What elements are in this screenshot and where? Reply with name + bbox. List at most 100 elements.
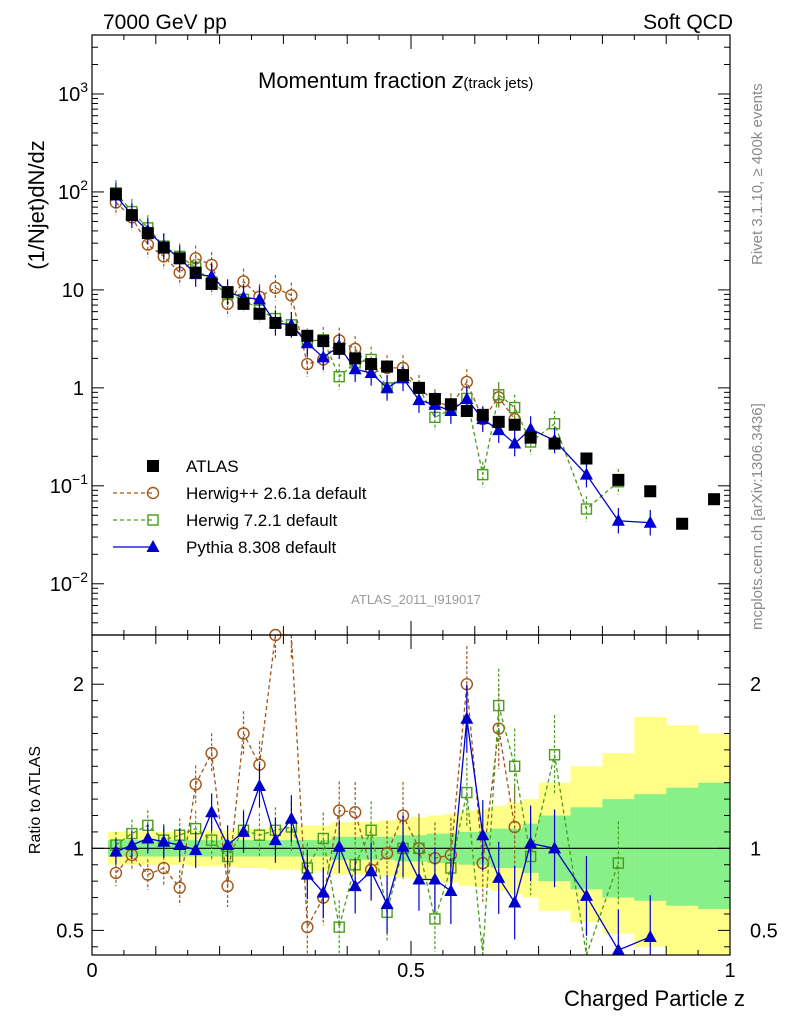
herwig-7-2-1-default-ratio-point — [493, 699, 505, 712]
atlas-point — [317, 335, 330, 348]
herwig-7-2-1-default-point — [580, 503, 593, 515]
pythia-8-308-default-ratio-point — [268, 833, 282, 846]
atlas-point — [141, 227, 154, 240]
main-plot-marks — [109, 180, 721, 536]
y-axis-label-main: (1/Njet)dN/dz — [24, 140, 49, 270]
atlas-point — [508, 418, 521, 431]
pythia-8-308-default-point — [524, 422, 538, 435]
pythia-8-308-default-point — [364, 365, 378, 378]
pythia-8-308-default-ratio-point — [492, 870, 506, 883]
atlas-point — [253, 307, 266, 320]
pythia-8-308-default-ratio-point — [125, 838, 139, 851]
pythia-8-308-default-ratio-point — [205, 805, 219, 818]
atlas-point — [189, 266, 202, 279]
y-tick-label: 103 — [58, 79, 88, 106]
pythia-8-308-default-ratio-point — [611, 943, 625, 956]
pythia-8-308-default-point — [492, 423, 506, 436]
pythia-8-308-default-ratio-point — [189, 842, 203, 855]
header-right: Soft QCD — [643, 11, 733, 34]
herwig-2-6-1a-default-ratio-point — [221, 879, 234, 893]
atlas-point — [492, 415, 505, 428]
pythia-8-308-default-point — [508, 436, 522, 449]
pythia-8-308-default-point — [412, 393, 426, 406]
herwig-7-2-1-default-ratio-point — [365, 824, 377, 836]
pythia-8-308-default-point — [579, 467, 593, 480]
legend-marker-herwig-2-6-1a-default — [146, 486, 160, 500]
mcplots-label: mcplots.cern.ch [arXiv:1306.3436] — [749, 403, 766, 630]
atlas-point — [412, 381, 425, 394]
pythia-8-308-default-ratio-point — [316, 885, 330, 898]
herwig-2-6-1a-default-point — [269, 281, 282, 295]
legend-label-pythia-8-308-default: Pythia 8.308 default — [186, 538, 337, 557]
herwig-2-6-1a-default-ratio-point — [189, 778, 202, 791]
atlas-point — [612, 473, 625, 486]
atlas-point — [237, 297, 250, 310]
atlas-point — [125, 209, 138, 222]
pythia-8-308-default-point — [300, 336, 314, 349]
atlas-point — [548, 437, 561, 450]
herwig-2-6-1a-default-ratio-point — [508, 820, 521, 834]
atlas-point — [460, 405, 473, 418]
y-tick-label: 10 — [62, 280, 84, 302]
pythia-8-308-default-ratio-point — [364, 864, 378, 877]
herwig-2-6-1a-default-line — [115, 202, 516, 421]
herwig-2-6-1a-default-point — [285, 289, 298, 302]
herwig-7-2-1-default-ratio-point — [461, 786, 473, 799]
herwig-7-2-1-default-ratio-point — [508, 760, 521, 772]
plot-title: Momentum fraction z(track jets) — [258, 68, 533, 93]
herwig-2-6-1a-default-ratio-point — [173, 881, 186, 894]
atlas-point — [157, 241, 170, 254]
pythia-8-308-default-point — [316, 350, 330, 363]
legend-marker-herwig-7-2-1-default — [147, 514, 159, 526]
herwig-7-2-1-default-ratio-point — [612, 857, 625, 869]
legend-marker-pythia-8-308-default — [146, 540, 160, 552]
herwig-2-6-1a-default-ratio-line — [115, 634, 516, 930]
analysis-id-label: ATLAS_2011_I919017 — [351, 592, 481, 607]
band-inner — [666, 787, 699, 906]
pythia-8-308-default-ratio-point — [237, 824, 251, 837]
herwig-7-2-1-default-ratio-point — [548, 749, 561, 761]
pythia-8-308-default-ratio-point — [476, 828, 490, 841]
y-axis-label-ratio: Ratio to ATLAS — [27, 746, 44, 854]
pythia-8-308-default-ratio-point — [157, 834, 171, 847]
atlas-point — [476, 408, 489, 421]
atlas-point — [428, 392, 441, 405]
herwig-2-6-1a-default-ratio-point — [333, 804, 346, 817]
herwig-7-2-1-default-ratio-line — [115, 705, 619, 956]
atlas-point — [333, 342, 346, 355]
y-tick-label: 102 — [58, 177, 88, 204]
atlas-point — [269, 316, 282, 329]
pythia-8-308-default-point — [380, 380, 394, 393]
atlas-point — [349, 352, 362, 365]
y-tick-label: 1 — [73, 378, 84, 400]
pythia-8-308-default-ratio-point — [579, 888, 593, 901]
x-tick-label: 0.5 — [397, 960, 425, 982]
herwig-7-2-1-default-point — [477, 468, 489, 481]
pythia-8-308-default-ratio-point — [300, 867, 314, 880]
pythia-8-308-default-ratio-point — [643, 929, 657, 942]
legend-marker-atlas — [147, 460, 159, 472]
pythia-8-308-default-ratio-point — [221, 838, 235, 851]
pythia-8-308-default-ratio-point — [524, 836, 538, 849]
y-tick-label: 10−1 — [50, 471, 88, 498]
pythia-8-308-default-ratio-point — [380, 897, 394, 910]
pythia-8-308-default-ratio-point — [412, 872, 426, 885]
pythia-8-308-default-point — [348, 362, 362, 375]
band-inner — [698, 782, 731, 910]
pythia-8-308-default-ratio-point — [141, 831, 155, 844]
herwig-7-2-1-default-ratio-point — [333, 921, 345, 933]
herwig-2-6-1a-default-ratio-point — [205, 746, 218, 760]
pythia-8-308-default-ratio-point — [460, 711, 474, 724]
pythia-8-308-default-ratio-point — [332, 839, 346, 852]
herwig-7-2-1-default-ratio-point — [317, 832, 329, 845]
ratio-tick-label: 0.5 — [56, 920, 84, 942]
atlas-point — [580, 452, 593, 465]
pythia-8-308-default-ratio-point — [508, 895, 522, 908]
x-tick-label: 1 — [724, 960, 735, 982]
atlas-point — [381, 360, 394, 373]
herwig-7-2-1-default-ratio-point — [205, 834, 218, 846]
herwig-7-2-1-default-point — [493, 389, 505, 401]
atlas-point — [173, 252, 186, 265]
